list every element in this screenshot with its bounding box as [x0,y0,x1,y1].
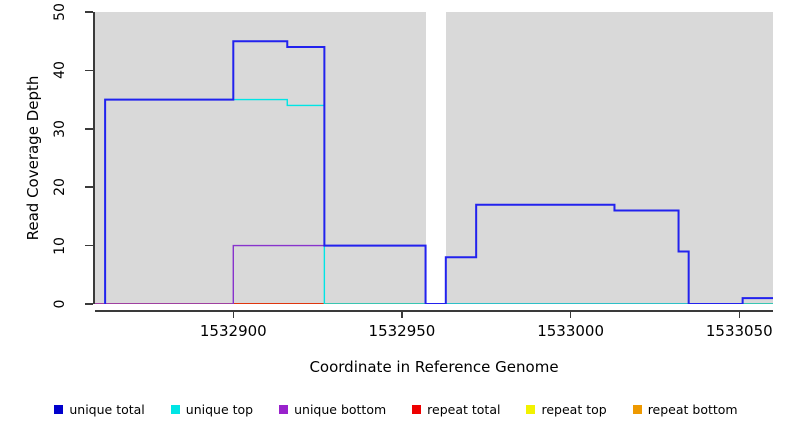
y-tick-label: 0 [52,299,68,309]
x-tick-label: 1532950 [368,322,436,340]
y-tick [85,11,93,13]
y-tick-label: 50 [52,3,68,21]
legend-swatch-icon [526,404,536,414]
legend-item-repeat-bottom[interactable]: repeat bottom [632,401,738,417]
x-tick-label: 1533050 [705,322,773,340]
x-tick [401,310,403,318]
y-tick-label: 40 [52,61,68,80]
y-axis-line [93,12,95,304]
legend-swatch-icon [279,404,289,414]
y-tick [85,244,93,247]
y-tick-label: 20 [52,178,68,197]
legend-item-unique-top[interactable]: unique top [170,401,254,417]
legend-item-repeat-total[interactable]: repeat total [412,402,500,417]
chart-legend: unique total unique top unique bottom repea… [0,398,792,420]
legend-label: unique top [185,401,254,417]
legend-item-repeat-top[interactable]: repeat top [526,401,607,417]
series-line-unique-top [105,100,773,304]
y-tick [85,186,93,188]
y-tick [85,303,93,305]
x-axis-title: Coordinate in Reference Genome [309,358,559,376]
legend-label: repeat total [427,401,501,417]
legend-swatch-icon [412,404,422,414]
legend-swatch-icon [54,404,64,414]
y-tick-label: 30 [52,119,68,138]
legend-label: repeat top [541,401,607,417]
x-tick [738,310,741,318]
x-tick [569,310,572,318]
plot-area [95,12,773,304]
x-tick-label: 1532900 [199,322,267,340]
legend-item-unique-bottom[interactable]: unique bottom [279,402,386,417]
x-tick [232,310,235,318]
legend-label: unique bottom [294,401,387,417]
series-lines [95,12,773,304]
legend-label: repeat bottom [647,401,738,417]
x-axis-line [95,310,773,312]
x-tick-label: 1533000 [537,322,605,340]
y-tick-label: 10 [52,236,68,255]
legend-label: unique total [69,401,145,417]
legend-swatch-icon [632,404,642,414]
y-tick [85,128,93,130]
series-line-unique-total [105,41,773,304]
legend-item-unique-total[interactable]: unique total [54,401,145,417]
coverage-gap-region [425,12,446,304]
legend-swatch-icon [170,404,180,414]
y-tick [85,69,93,72]
series-line-unique-bottom [95,246,773,304]
